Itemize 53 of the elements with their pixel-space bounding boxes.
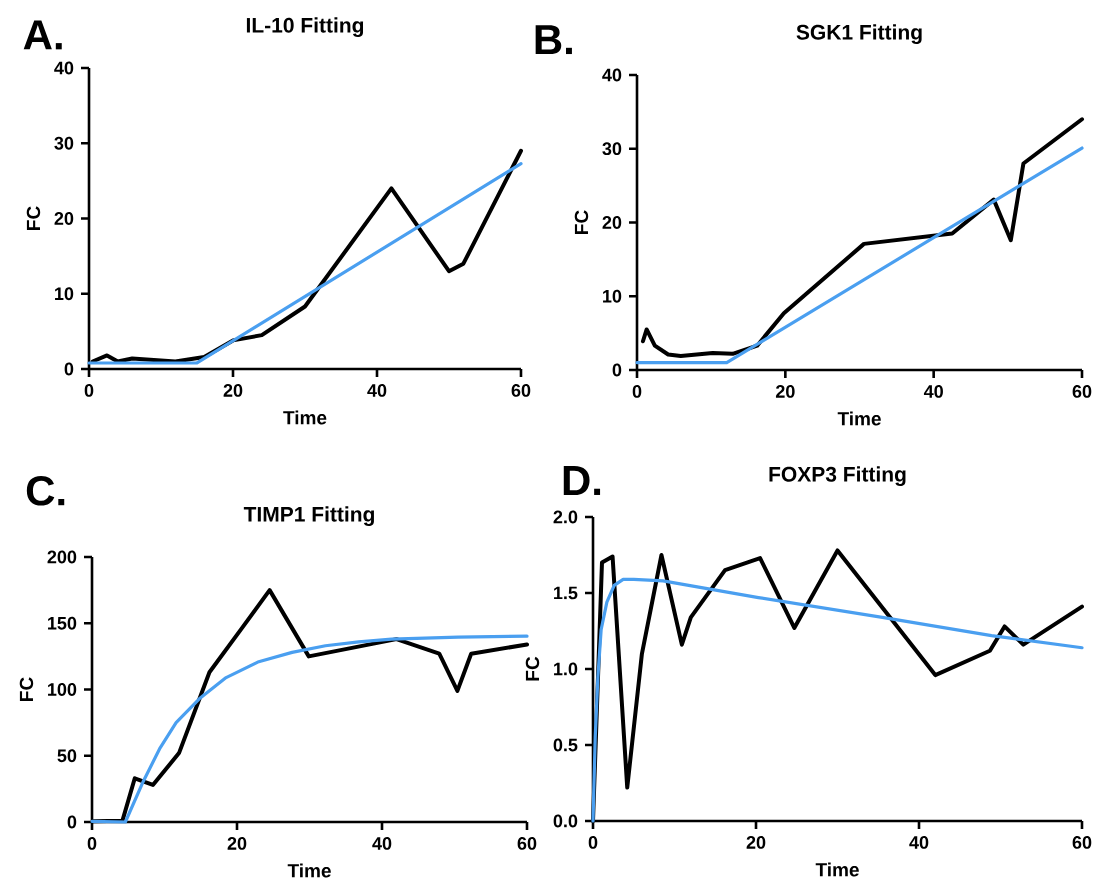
x-tick-label: 40 [909,836,929,849]
y-tick-label: 30 [54,136,74,150]
y-tick-label: 0 [612,363,622,377]
text: A. [23,20,62,50]
x-tick-label: 0 [87,837,97,850]
y-tick-label: 10 [55,287,74,301]
x-tick-label: 20 [223,384,243,397]
y-axis-title: FC [525,656,540,681]
text: D. [563,466,601,495]
x-tick-label: 40 [923,385,943,398]
x-tick-label: 40 [372,837,392,850]
y-tick-label: 1.5 [554,586,578,600]
x-tick-label: 40 [367,384,387,397]
y-tick-label: 0.5 [553,738,578,752]
y-tick-label: 0 [67,815,77,829]
y-tick-label: 20 [54,212,74,225]
x-axis-title: Time [283,410,327,425]
y-tick-label: 30 [602,142,622,156]
x-tick-label: 20 [746,836,766,849]
chart-title: SGK1 Fitting [796,24,922,44]
x-tick-label: 0 [588,836,598,849]
x-tick-label: 0 [84,384,94,397]
y-tick-label: 0 [64,362,74,376]
y-axis-title: FC [26,206,41,230]
text: C. [26,475,65,506]
chart-title: FOXP3 Fitting [769,466,906,486]
x-axis-title: Time [837,411,881,426]
line-series [640,117,1084,358]
text: B. [535,25,572,55]
chart-title: TIMP1 Fitting [243,506,374,526]
y-tick-label: 20 [602,216,622,229]
x-tick-label: 60 [1072,836,1092,849]
y-axis-title: FC [19,677,34,701]
chart-title: IL-10 Fitting [246,17,364,37]
y-tick-label: 40 [602,68,622,82]
y-axis-title: FC [574,210,589,234]
y-tick-label: 0.0 [553,814,578,828]
x-tick-label: 60 [1072,385,1092,398]
y-tick-label: 10 [603,289,622,303]
x-tick-label: 0 [632,385,642,398]
y-tick-label: 100 [48,683,77,696]
y-tick-label: 1.0 [554,662,578,676]
y-tick-label: 200 [47,550,77,564]
x-axis-title: Time [815,862,859,877]
x-tick-label: 60 [517,837,537,850]
x-tick-label: 60 [511,384,531,397]
y-tick-label: 150 [48,616,77,630]
x-axis-title: Time [287,863,331,878]
y-tick-label: 2.0 [553,510,578,524]
x-tick-label: 20 [227,837,247,850]
y-tick-label: 40 [54,61,74,75]
x-tick-label: 20 [775,385,795,398]
y-tick-label: 50 [57,749,77,763]
